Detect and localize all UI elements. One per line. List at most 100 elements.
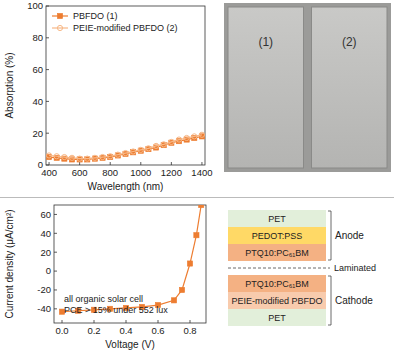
marker [187,261,192,266]
figure: 400600800100012001400020406080100Wavelen… [0,0,394,359]
legend-marker [57,13,62,18]
marker [161,142,166,147]
x-tick-label: 0.8 [183,325,196,336]
marker [92,156,97,161]
x-tick [79,162,80,165]
marker [131,149,136,154]
chart: 0.00.20.40.60.8-40-200204060Voltage (V)C… [4,202,206,350]
x-tick-label: 800 [102,167,118,178]
y-tick [54,308,57,309]
marker [100,155,105,160]
y-tick [46,165,49,166]
layer [228,227,326,244]
marker [199,205,204,208]
x-tick-label: 0.0 [55,325,68,336]
y-tick-label: 0 [38,159,43,170]
device-stack: PETPEDOT:PSSPTQ10:PC₆₁BMAnodeLaminatedPT… [228,210,376,326]
legend-label: PEIE-modified PBFDO (2) [73,23,178,33]
y-tick-label: -20 [37,284,51,295]
y-tick [46,101,49,102]
y-tick [54,289,57,290]
marker [184,135,189,140]
y-tick [46,6,49,7]
junction-label: Laminated [334,263,376,273]
x-tick [140,162,141,165]
marker [138,147,143,152]
marker [108,154,113,159]
marker [85,156,90,161]
layer [228,309,326,326]
x-tick-label: 600 [72,167,88,178]
y-tick-label: 100 [27,0,43,11]
layer-label: PEIE-modified PBFDO [231,296,322,306]
marker [62,154,67,159]
marker [108,154,113,159]
marker [77,156,82,161]
legend-label: PBFDO (1) [73,11,118,21]
marker [169,139,174,144]
y-tick-label: 80 [32,32,43,43]
y-tick [54,252,57,253]
x-axis-label: Voltage (V) [105,339,154,350]
layer-label: PET [268,313,286,323]
y-tick-label: 0 [46,265,51,276]
x-tick [171,162,172,165]
x-tick [110,162,111,165]
marker [54,154,59,159]
lamination-line [228,268,330,269]
x-tick [49,162,50,165]
photo: (1) (2) [224,3,391,172]
group-label: Anode [335,230,364,241]
legend: PBFDO (1) PEIE-modified PBFDO (2) [52,11,178,33]
plot-area [59,205,203,314]
legend-marker [57,25,62,30]
y-tick-label: 40 [40,228,51,239]
marker [115,152,120,157]
marker [146,146,151,151]
sample-label: (2) [342,35,357,49]
marker [69,155,74,160]
marker [100,154,105,159]
film-sample [312,7,388,168]
marker [199,132,204,137]
layer-label: PET [268,214,286,224]
y-tick-label: 60 [40,209,51,220]
marker [123,150,128,155]
x-tick-label: 1400 [191,167,212,178]
photo-background [224,3,391,172]
marker [179,287,184,292]
x-tick-label: 1200 [161,167,182,178]
y-tick-label: 60 [32,64,43,75]
series-line [62,205,201,312]
y-tick-label: -40 [37,303,51,314]
x-tick-label: 400 [41,167,57,178]
y-tick [46,37,49,38]
annotation: all organic solar cell [64,294,143,304]
layer [228,275,326,292]
y-tick-label: 20 [32,128,43,139]
x-tick [126,320,127,323]
marker [194,233,199,238]
y-tick [46,69,49,70]
x-tick-label: 1000 [130,167,151,178]
x-tick [62,320,63,323]
legend-line [52,27,68,28]
y-tick [46,133,49,134]
y-tick-label: 20 [40,247,51,258]
group-bracket [328,211,331,260]
sample-label: (1) [258,35,273,49]
film-sample [228,7,304,168]
y-tick-label: 40 [32,96,43,107]
marker [176,137,181,142]
marker [171,298,176,303]
marker [92,155,97,160]
y-tick [54,271,57,272]
x-tick [190,320,191,323]
x-tick-label: 0.4 [119,325,132,336]
divider [0,197,394,198]
y-tick [54,233,57,234]
plot-area [46,132,204,162]
layer [228,244,326,261]
x-axis-label: Wavelength (nm) [88,181,164,192]
layer-label: PTQ10:PC₆₁BM [245,279,309,289]
